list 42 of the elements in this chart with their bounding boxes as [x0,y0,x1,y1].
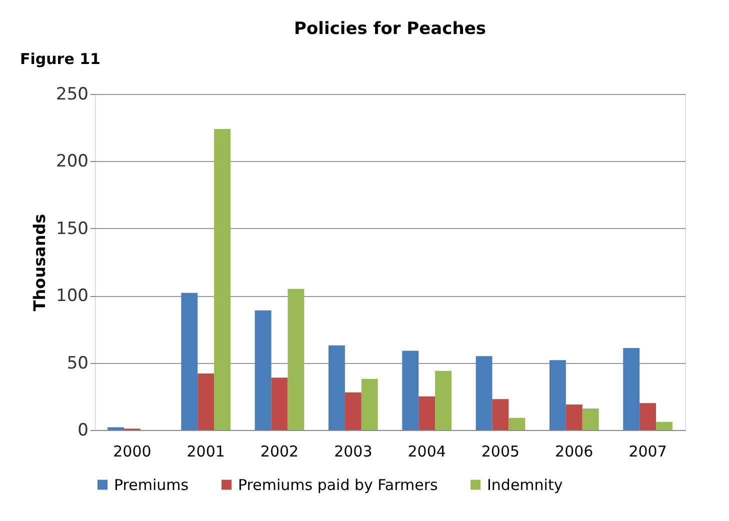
x-tick-label: 2006 [555,442,594,460]
x-tick-label: 2007 [628,442,667,460]
bar [344,392,362,430]
x-tick-label: 2002 [260,442,299,460]
bar [566,404,582,430]
y-tick-label: 50 [66,353,88,374]
y-tick-label: 100 [56,286,88,306]
bar [435,370,452,430]
bar [582,408,599,430]
bar [254,310,272,430]
y-tick-label: 200 [56,152,88,172]
bar [271,378,288,430]
bar [198,374,214,430]
bar [492,399,509,430]
bar [108,427,124,430]
bar [623,348,640,430]
caption: Figure 11 [20,50,100,68]
y-tick-label: 150 [56,218,88,239]
bar [328,345,345,430]
legend-label: Premiums [114,476,189,494]
bar [402,350,419,430]
x-tick-label: 2001 [186,442,225,460]
bar [418,396,436,430]
legend-label: Indemnity [487,476,563,494]
y-tick-label: 0 [78,420,88,440]
x-tick-label: 2005 [481,442,520,460]
bar [476,356,492,430]
bar [288,288,304,430]
x-tick-label: 2003 [334,442,372,460]
x-tick-label: 2004 [408,442,446,460]
chart-title: Policies for Peaches [294,19,486,39]
legend-label: Premiums paid by Farmers [238,476,438,494]
bar [181,292,198,430]
bar [640,403,656,430]
y-axis-title: Thousands [30,214,50,312]
x-tick-label: 2000 [113,442,152,460]
bar [214,128,231,430]
y-tick-label: 250 [56,84,88,104]
bar [508,418,526,430]
bar [549,360,566,430]
bar [361,378,378,430]
bar [656,422,672,430]
